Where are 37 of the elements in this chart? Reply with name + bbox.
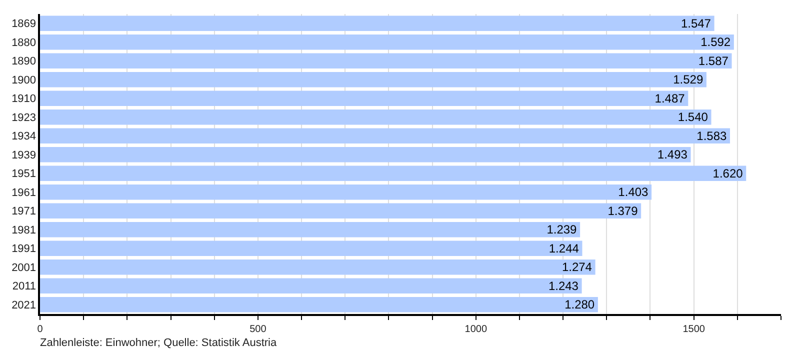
y-tick-label: 1991: [12, 243, 36, 256]
data-label: 1.244: [548, 241, 580, 256]
data-label: 1.487: [654, 91, 686, 106]
data-label: 1.274: [562, 260, 592, 274]
y-tick-label: 1951: [12, 168, 36, 180]
data-label: 1.583: [696, 128, 727, 143]
data-label: 1.540: [678, 110, 708, 124]
y-tick-label: 2021: [12, 299, 36, 312]
x-tick-label: 1000: [464, 324, 488, 335]
data-label: 1.493: [657, 148, 688, 162]
data-label: 1.403: [618, 185, 649, 200]
y-tick-label: 1961: [12, 186, 36, 199]
y-tick-label: 2001: [12, 262, 36, 274]
data-label: 1.239: [546, 222, 578, 237]
data-label: 1.587: [698, 54, 729, 68]
y-tick-label: 1923: [12, 112, 36, 124]
data-label: 1.529: [673, 72, 704, 87]
y-tick-label: 1939: [12, 149, 36, 162]
y-tick-label: 1900: [12, 74, 36, 86]
x-tick-label: 0: [37, 324, 44, 335]
y-tick-label: 2011: [12, 280, 36, 293]
y-tick-label: 1890: [12, 56, 36, 68]
data-label: 1.592: [700, 35, 731, 50]
text: Zahlenleiste: Einwohner; Quelle: Statistik Austria: [40, 337, 278, 349]
y-tick-label: 1910: [12, 93, 36, 106]
data-label: 1.243: [548, 278, 579, 293]
y-tick-label: 1971: [12, 206, 36, 218]
data-label: 1.280: [564, 298, 595, 312]
y-tick-label: 1934: [12, 130, 36, 143]
y-tick-label: 1869: [12, 18, 36, 30]
y-tick-label: 1981: [12, 224, 36, 236]
y-tick-label: 1880: [12, 36, 36, 49]
x-tick-label: 1500: [682, 324, 706, 335]
data-label: 1.379: [608, 204, 638, 218]
data-label: 1.620: [712, 166, 744, 180]
data-label: 1.547: [680, 16, 712, 30]
x-tick-label: 500: [250, 324, 267, 335]
